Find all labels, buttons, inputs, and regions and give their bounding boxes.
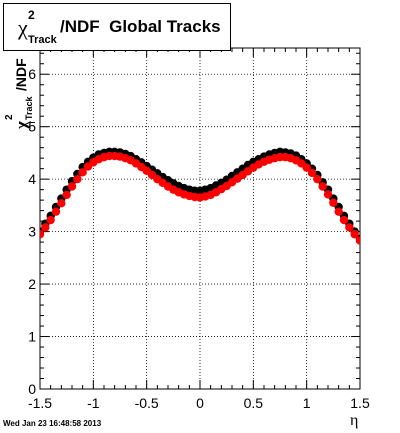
data-point-series-2: [339, 215, 349, 225]
data-point-series-2: [350, 230, 359, 239]
data-point-series-2: [78, 168, 87, 177]
data-point-series-2: [57, 199, 66, 208]
title-subscript: Track: [28, 34, 57, 46]
chart-title: χ 2 Track /NDF Global Tracks: [3, 3, 231, 51]
title-chi-symbol: χ: [18, 15, 28, 40]
y-tick-label: 1: [28, 329, 36, 345]
x-axis-label: η: [350, 412, 359, 429]
ylabel-superscript: 2: [4, 114, 15, 120]
ylabel-text: /NDF: [13, 58, 29, 91]
ylabel-subscript: Track: [24, 96, 34, 120]
data-point-series-2: [67, 182, 77, 191]
data-point-series-2: [355, 236, 360, 245]
data-point-series-2: [302, 163, 311, 172]
data-point-series-2: [334, 207, 343, 216]
data-point-series-2: [41, 223, 50, 232]
y-tick-label: 3: [28, 224, 36, 240]
data-point-series-2: [329, 198, 338, 207]
data-point-series-2: [62, 190, 71, 200]
y-tick-label: 5: [28, 119, 36, 135]
data-point-series-2: [345, 223, 354, 232]
x-tick-label: -1: [87, 395, 100, 411]
data-point-series-2: [318, 182, 327, 191]
title-superscript: 2: [28, 8, 35, 22]
x-tick-label: 1.5: [350, 395, 370, 411]
title-text: /NDF Global Tracks: [60, 17, 221, 36]
y-tick-label: 6: [28, 66, 36, 82]
data-point-series-2: [323, 190, 333, 199]
y-tick-label: 2: [28, 276, 36, 292]
x-tick-label: -1.5: [28, 395, 52, 411]
data-point-series-2: [307, 168, 317, 178]
y-tick-label: 4: [28, 171, 36, 187]
ylabel-chi-symbol: χ: [12, 121, 31, 129]
x-tick-label: 0.5: [244, 395, 264, 411]
x-tick-label: -0.5: [135, 395, 159, 411]
data-point-series-2: [313, 174, 322, 184]
data-point-series-2: [51, 207, 61, 216]
x-tick-label: 0: [196, 395, 204, 411]
y-axis-label: χ 2 Track /NDF: [4, 58, 34, 129]
data-point-series-2: [73, 174, 82, 184]
data-point-series-2: [46, 215, 55, 225]
y-tick-label: 0: [28, 381, 36, 397]
data-point-series-2: [40, 230, 45, 239]
timestamp-footer: Wed Jan 23 16:48:58 2013: [3, 419, 102, 428]
x-tick-label: 1: [303, 395, 311, 411]
